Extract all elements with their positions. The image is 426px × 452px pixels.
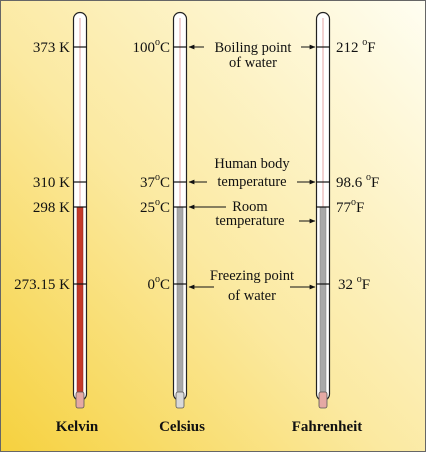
freezing-description-line2: of water bbox=[228, 288, 276, 304]
room-description-line2: temperature bbox=[215, 213, 284, 229]
celsius-thermometer bbox=[172, 11, 188, 409]
fahrenheit-room-label: 77oF bbox=[336, 197, 364, 216]
celsius-boiling-label: 100oC bbox=[132, 37, 170, 56]
freezing-description-line1: Freezing point bbox=[210, 268, 294, 284]
kelvin-labels: 373 K 310 K 298 K 273.15 K bbox=[14, 40, 70, 293]
kelvin-room-label: 298 K bbox=[33, 200, 70, 216]
celsius-bulb bbox=[175, 391, 185, 409]
kelvin-thermometer bbox=[72, 11, 88, 409]
fahrenheit-freezing-label: 32 oF bbox=[338, 274, 370, 293]
fahrenheit-body-label: 98.6 oF bbox=[336, 172, 379, 191]
kelvin-scale-name: Kelvin bbox=[56, 419, 99, 435]
fahrenheit-labels: 212 oF 98.6 oF 77oF 32 oF bbox=[336, 37, 379, 293]
fahrenheit-thermometer bbox=[315, 11, 331, 409]
kelvin-freezing-label: 273.15 K bbox=[14, 277, 70, 293]
celsius-room-label: 25oC bbox=[140, 197, 170, 216]
kelvin-body-label: 310 K bbox=[33, 175, 70, 191]
body-description-line1: Human body bbox=[214, 156, 290, 172]
celsius-freezing-label: 0oC bbox=[147, 274, 170, 293]
boiling-description-line2: of water bbox=[229, 55, 277, 71]
fahrenheit-bulb bbox=[318, 391, 328, 409]
kelvin-mercury-column bbox=[76, 206, 84, 397]
description-room: Room temperature bbox=[188, 199, 316, 229]
celsius-labels: 100oC 37oC 25oC 0oC bbox=[132, 37, 170, 293]
description-boiling: Boiling point of water bbox=[188, 40, 316, 71]
celsius-mercury-column bbox=[176, 206, 184, 397]
celsius-scale-name: Celsius bbox=[159, 419, 205, 435]
kelvin-bulb bbox=[75, 391, 85, 409]
description-freezing: Freezing point of water bbox=[188, 268, 316, 304]
boiling-description-line1: Boiling point bbox=[215, 40, 292, 56]
room-description-line1: Room bbox=[232, 199, 268, 215]
fahrenheit-boiling-label: 212 oF bbox=[336, 37, 376, 56]
celsius-body-label: 37oC bbox=[140, 172, 170, 191]
fahrenheit-scale-name: Fahrenheit bbox=[292, 419, 363, 435]
fahrenheit-mercury-column bbox=[319, 206, 327, 397]
description-body: Human body temperature bbox=[188, 156, 316, 190]
kelvin-boiling-label: 373 K bbox=[33, 40, 70, 56]
body-description-line2: temperature bbox=[217, 174, 286, 190]
